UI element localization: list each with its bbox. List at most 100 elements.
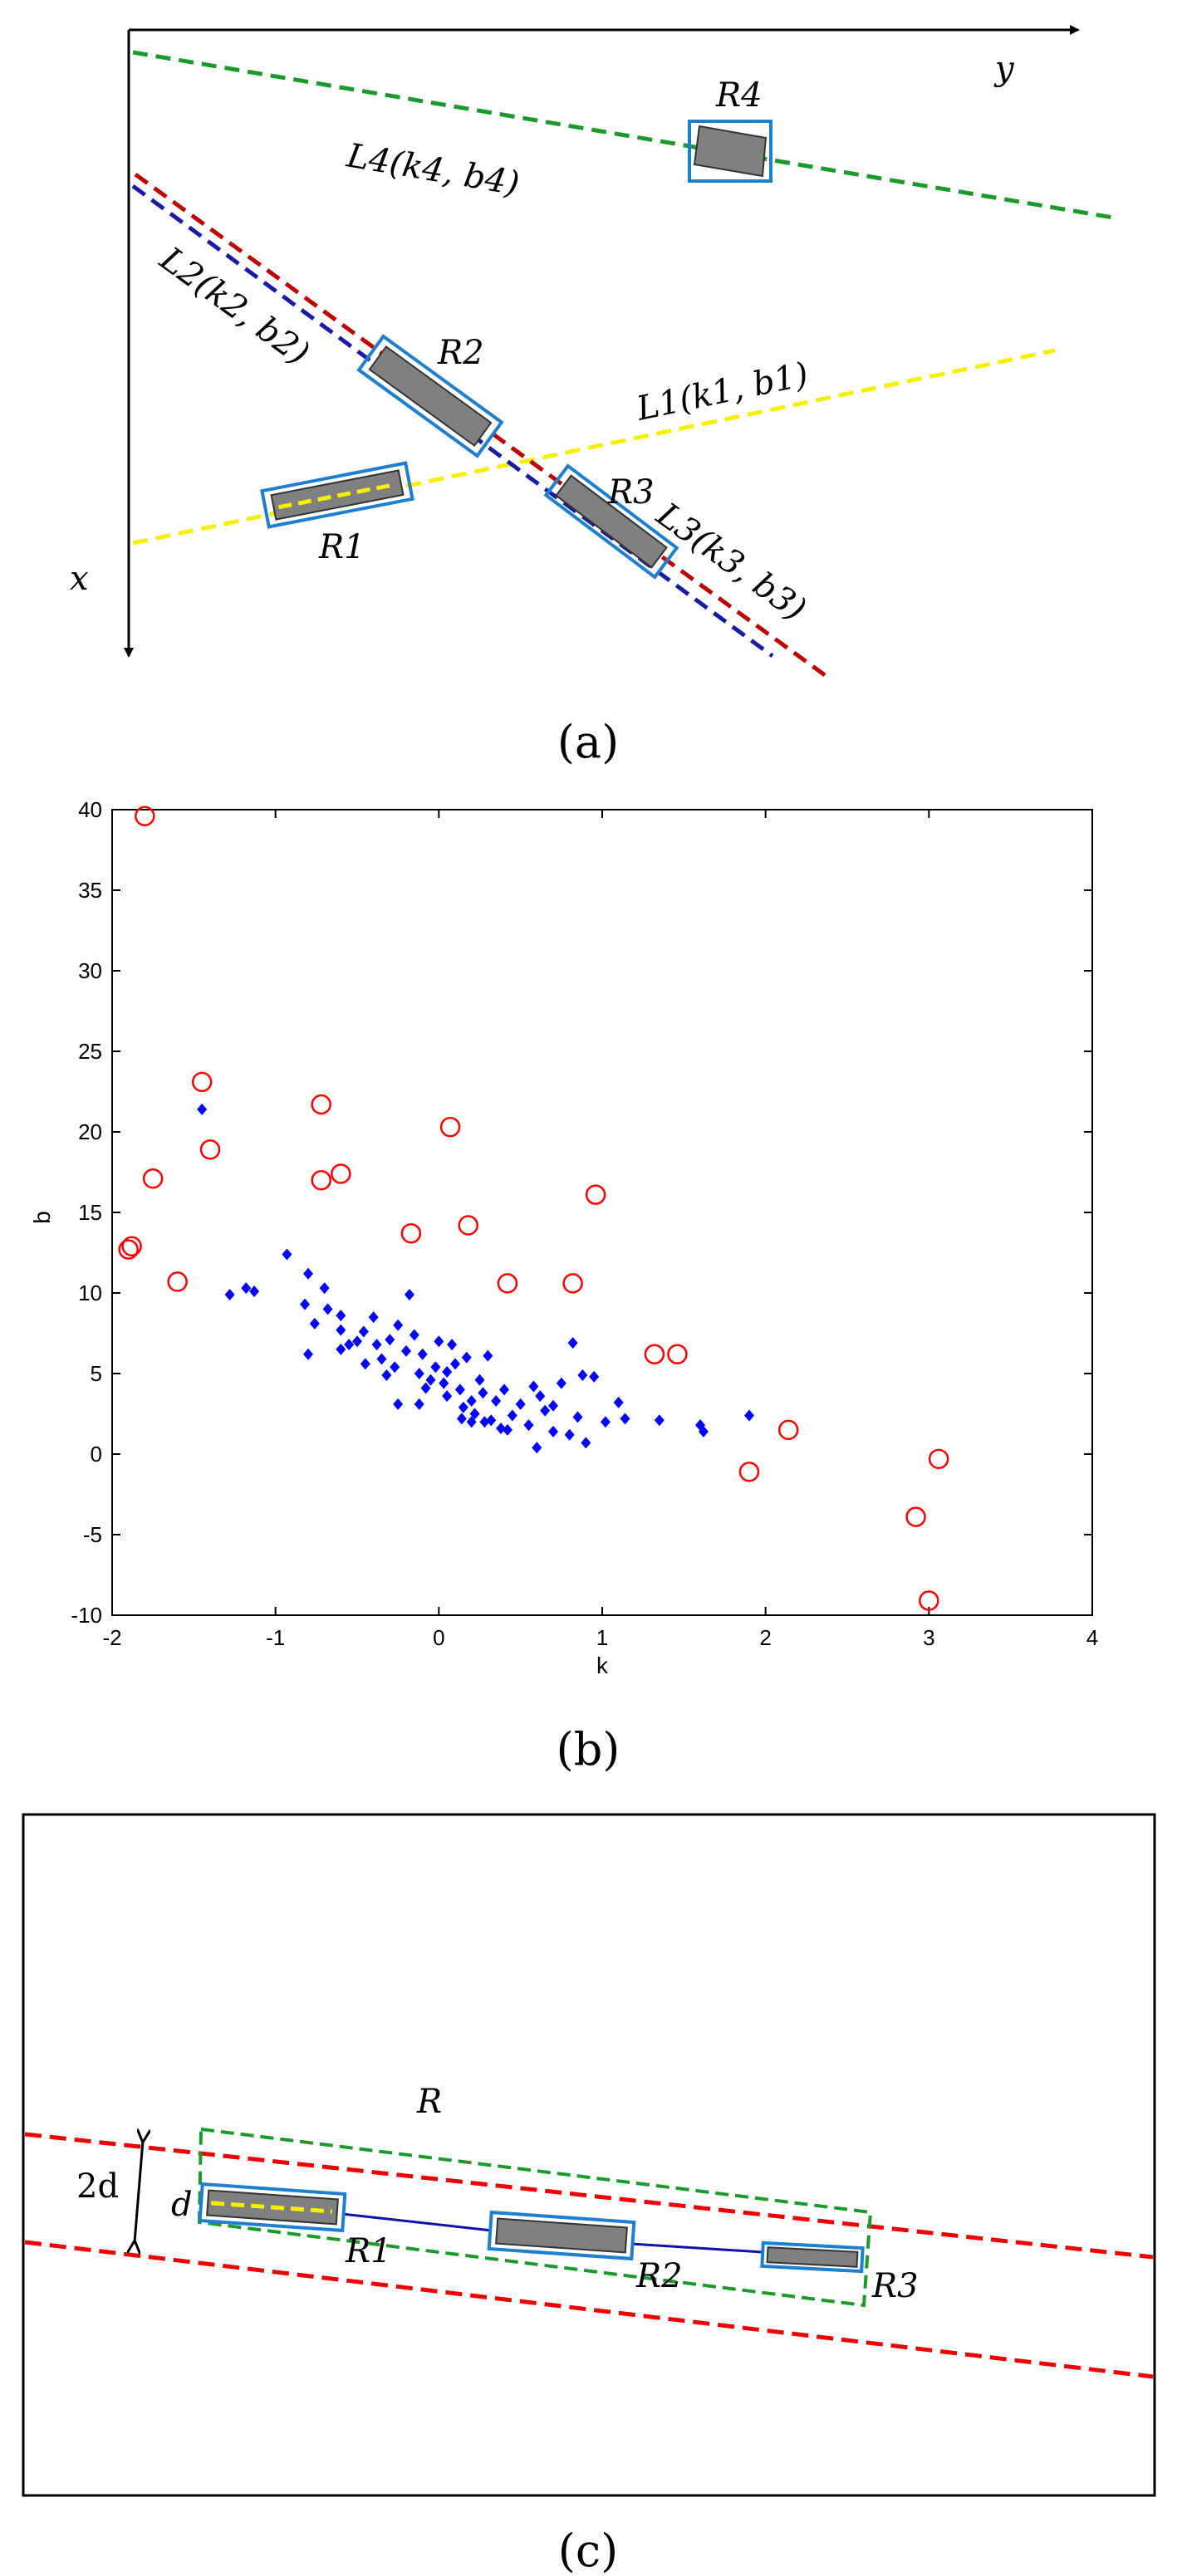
scatter-point-inlier [393, 1319, 404, 1331]
scatter-point-inlier [417, 1348, 428, 1360]
label-c-r3: R3 [871, 2267, 919, 2305]
label-r1: R1 [318, 528, 365, 566]
scatter-point-inlier [540, 1404, 551, 1417]
y-axis-label: b [29, 1211, 55, 1224]
scatter-point-inlier [496, 1422, 507, 1434]
scatter-point-outlier [142, 1168, 164, 1189]
scatter-point-inlier [515, 1398, 526, 1410]
tick-marks [111, 809, 1093, 1616]
scatter-point-outlier [562, 1273, 583, 1294]
scatter-point-outlier [644, 1344, 665, 1364]
scatter-point-outlier [135, 806, 155, 827]
scatter-point-inlier [474, 1374, 485, 1386]
scatter-point-inlier [556, 1377, 566, 1389]
scatter-point-inlier [241, 1282, 252, 1295]
scatter-point-inlier [458, 1401, 468, 1413]
scatter-point-inlier [430, 1361, 441, 1374]
scatter-point-inlier [454, 1383, 465, 1396]
scatter-point-outlier [738, 1462, 760, 1482]
scatter-point-inlier [744, 1409, 754, 1422]
scatter-point-inlier [479, 1416, 490, 1428]
boundary-line-bottom [24, 2240, 1154, 2379]
y-tick-label: 10 [78, 1281, 102, 1305]
scatter-point-inlier [447, 1339, 458, 1351]
scatter-point-inlier [282, 1248, 292, 1261]
scatter-point-outlier [919, 1590, 939, 1611]
scatter-point-inlier [249, 1286, 260, 1298]
scatter-point-inlier [620, 1413, 630, 1425]
scatter-point-inlier [322, 1303, 333, 1315]
scatter-point-inlier [404, 1288, 414, 1300]
region-r2 [356, 334, 504, 458]
y-tick-label: -5 [83, 1522, 102, 1547]
scatter-point-inlier [368, 1311, 379, 1324]
scatter-point-outlier [585, 1184, 606, 1205]
x-tick-label: 2 [759, 1625, 771, 1650]
scatter-point-inlier [309, 1317, 320, 1330]
scatter-point-outlier [667, 1344, 688, 1364]
scatter-point-inlier [197, 1103, 208, 1115]
panel-c-frame [22, 1813, 1156, 2497]
label-d: d [171, 2186, 193, 2224]
scatter-point-inlier [414, 1368, 424, 1379]
scatter-point-outlier [118, 1239, 139, 1260]
x-tick-label: 0 [433, 1625, 444, 1650]
scatter-point-inlier [425, 1374, 436, 1386]
scatter-point-inlier [491, 1394, 502, 1407]
scatter-point-outlier [199, 1139, 221, 1160]
region-c-r2 [487, 2210, 636, 2261]
caption-b: (b) [557, 1723, 620, 1775]
link-r2-r3 [630, 2242, 763, 2254]
bounding-box-r [197, 2127, 873, 2308]
scatter-point-outlier [191, 1071, 213, 1093]
region-c-r3 [760, 2241, 865, 2274]
scatter-point-inlier [483, 1349, 493, 1362]
width-arrow-2d [135, 2141, 143, 2242]
scatter-point-inlier [502, 1423, 512, 1436]
scatter-point-inlier [414, 1398, 424, 1410]
scatter-point-outlier [400, 1222, 422, 1244]
y-tick-label: 5 [91, 1361, 102, 1386]
caption-a: (a) [557, 716, 619, 768]
scatter-point-inlier [523, 1419, 534, 1432]
scatter-point-inlier [486, 1414, 497, 1427]
scatter-point-inlier [319, 1282, 330, 1295]
scatter-point-inlier [466, 1394, 477, 1407]
scatter-point-inlier [442, 1390, 453, 1403]
label-c-r1: R1 [345, 2232, 392, 2270]
scatter-point-inlier [461, 1351, 472, 1364]
label-2d: 2d [76, 2167, 119, 2206]
y-tick-label: 20 [78, 1119, 102, 1144]
scatter-point-inlier [567, 1337, 578, 1349]
scatter-point-inlier [439, 1377, 449, 1389]
y-tick-label: -10 [71, 1603, 102, 1628]
scatter-point-inlier [469, 1408, 480, 1420]
label-l3: L3(k3, b3) [649, 495, 812, 629]
label-l1: L1(k1, b1) [633, 355, 812, 429]
scatter-point-inlier [376, 1353, 387, 1365]
scatter-point-outlier [439, 1116, 461, 1138]
label-c-r2: R2 [635, 2257, 683, 2295]
y-tick-label: 15 [78, 1200, 102, 1225]
y-tick-label: 40 [78, 797, 102, 822]
scatter-point-inlier [442, 1366, 453, 1379]
scatter-point-inlier [535, 1390, 546, 1403]
scatter-point-outlier [458, 1215, 478, 1236]
scatter-point-inlier [390, 1361, 400, 1374]
scatter-point-inlier [401, 1344, 411, 1357]
scatter-point-inlier [528, 1380, 539, 1393]
scatter-point-inlier [478, 1387, 488, 1399]
y-tick-label: 25 [78, 1039, 102, 1064]
scatter-point-outlier [331, 1163, 351, 1184]
x-axis-label: k [596, 1653, 609, 1678]
x-tick-labels: -2 -1 0 1 2 3 4 [102, 1625, 1098, 1650]
scatter-point-inlier [456, 1413, 467, 1425]
label-r3: R3 [607, 473, 655, 512]
x-tick-label: 4 [1086, 1625, 1098, 1650]
region-r1 [260, 461, 414, 529]
axis-y-label: y [993, 50, 1015, 88]
scatter-point-inlier [303, 1348, 313, 1360]
scatter-point-inlier [532, 1442, 542, 1454]
scatter-point-inlier [613, 1396, 624, 1408]
